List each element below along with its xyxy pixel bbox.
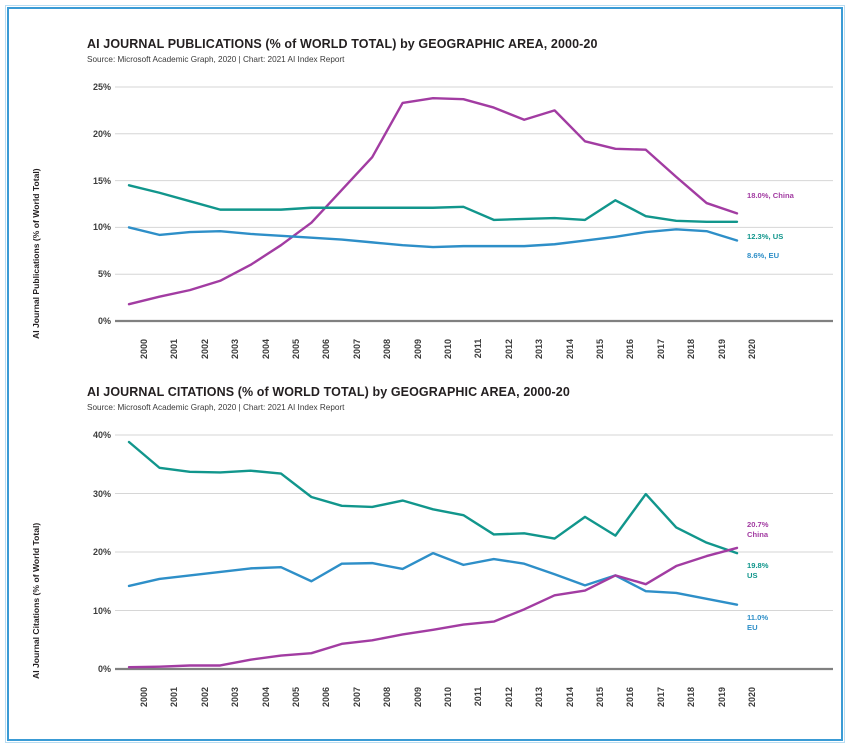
china-end-label-region: China [747,530,769,540]
x-tick-label: 2002 [199,339,210,360]
us-end-label: 19.8% US [747,561,769,582]
x-tick-label: 2011 [473,686,484,707]
x-tick-label: 2012 [503,687,514,708]
series-line-eu [127,551,739,606]
chart-1-title: AI JOURNAL PUBLICATIONS (% of WORLD TOTA… [87,37,598,51]
x-tick-label: 2015 [595,687,606,708]
eu-end-label: 8.6%, EU [747,251,779,261]
x-tick-label: 2008 [382,687,393,708]
us-end-label-region: US [747,571,758,581]
y-tick-label: 10% [92,222,111,233]
eu-end-label: 11.0% EU [747,613,768,634]
x-tick-label: 2006 [321,687,332,708]
x-tick-label: 2004 [260,339,271,360]
x-tick-label: 2005 [291,687,302,708]
chart-2-plot: AI Journal Citations (% of World Total) … [9,417,845,717]
y-tick-label: 10% [92,605,111,616]
x-tick-label: 2014 [564,339,575,360]
us-end-label: 12.3%, US [747,232,783,242]
y-tick-label: 0% [97,664,111,674]
chart-2-source: Source: Microsoft Academic Graph, 2020 |… [87,403,345,412]
chart-1-svg-holder [9,69,845,374]
chart-2-title: AI JOURNAL CITATIONS (% of WORLD TOTAL) … [87,385,570,399]
y-tick-label: 0% [97,316,111,326]
x-tick-label: 2003 [230,339,241,360]
y-tick-label: 20% [92,547,111,557]
x-tick-label: 2013 [534,687,545,708]
x-tick-label: 2007 [351,339,362,360]
x-tick-label: 2014 [564,687,575,708]
china-end-label: 20.7% China [747,520,769,541]
us-end-label-value: 12.3%, US [747,231,784,241]
x-tick-label: 2009 [412,687,423,708]
y-tick-label: 30% [92,488,111,499]
x-tick-label: 2001 [169,687,180,708]
x-tick-label: 2000 [139,339,150,360]
x-tick-label: 2000 [139,687,150,708]
series-line-us [127,184,739,223]
chart-1-source: Source: Microsoft Academic Graph, 2020 |… [87,55,345,64]
x-tick-label: 2018 [686,339,697,360]
x-tick-label: 2015 [595,339,606,360]
eu-end-label-value: 11.0% [747,612,769,622]
series-line-eu [127,226,739,249]
china-end-label-value: 18.0%, China [747,191,794,201]
x-tick-label: 2003 [230,687,241,708]
page-frame: AI JOURNAL PUBLICATIONS (% of WORLD TOTA… [5,5,845,743]
chart-1-svg [115,86,833,323]
x-tick-label: 2006 [321,339,332,360]
china-end-label: 18.0%, China [747,191,794,201]
x-tick-label: 2016 [625,687,636,708]
x-tick-label: 2017 [655,339,666,360]
x-tick-label: 2001 [169,339,180,360]
eu-end-label-region: EU [747,622,758,632]
x-tick-label: 2017 [655,687,666,708]
x-tick-label: 2004 [260,687,271,708]
series-line-china [127,546,739,669]
chart-2-svg-holder [9,417,845,722]
x-tick-label: 2010 [443,339,454,360]
x-tick-label: 2012 [503,339,514,360]
eu-end-label-value: 8.6%, EU [747,250,780,260]
x-tick-label: 2018 [686,687,697,708]
x-tick-label: 2002 [199,687,210,708]
x-tick-label: 2020 [747,687,758,708]
series-line-us [127,440,739,555]
x-tick-label: 2011 [473,338,484,359]
x-tick-label: 2016 [625,339,636,360]
y-tick-label: 25% [92,82,111,92]
chart-1-plot: AI Journal Publications (% of World Tota… [9,69,845,369]
x-tick-label: 2019 [716,687,727,708]
x-tick-label: 2013 [534,339,545,360]
us-end-label-value: 19.8% [747,561,769,571]
x-tick-label: 2005 [291,339,302,360]
chart-2-svg [115,434,833,671]
y-tick-label: 15% [92,175,111,186]
y-tick-label: 20% [92,128,111,139]
y-tick-label: 5% [97,269,111,280]
china-end-label-value: 20.7% [747,519,769,529]
series-line-china [127,97,739,306]
x-tick-label: 2010 [443,687,454,708]
y-tick-label: 40% [92,430,111,440]
x-tick-label: 2019 [716,339,727,360]
x-tick-label: 2020 [747,339,758,360]
x-tick-label: 2008 [382,339,393,360]
x-tick-label: 2007 [351,687,362,708]
x-tick-label: 2009 [412,339,423,360]
